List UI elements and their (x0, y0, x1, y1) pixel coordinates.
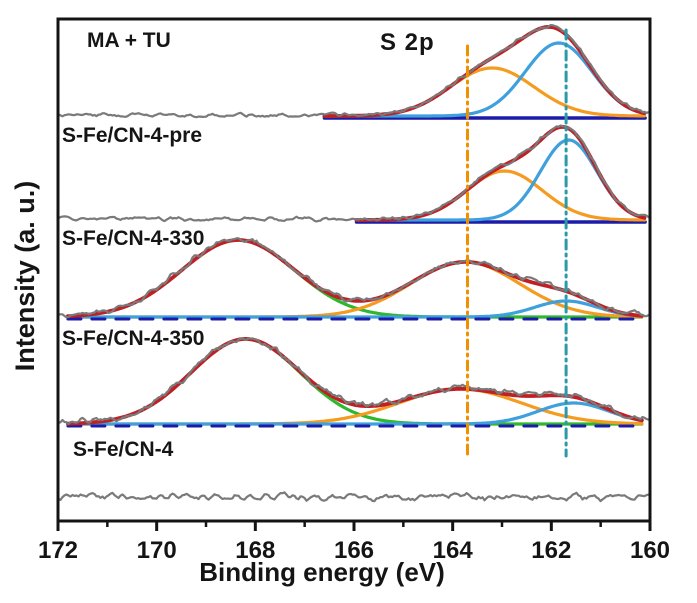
series-label-s-fe-cn-4: S-Fe/CN-4 (73, 438, 174, 461)
x-tick-label: 172 (38, 537, 78, 564)
plot-title: S 2p (380, 29, 435, 56)
y-axis-label: Intensity (a. u.) (10, 180, 41, 372)
raw-spectrum-line (57, 24, 650, 119)
x-tick-label: 170 (137, 537, 177, 564)
series-label-ma-tu: MA + TU (87, 29, 171, 52)
x-tick-label: 168 (235, 537, 275, 564)
x-tick-label: 162 (531, 537, 571, 564)
component-peak-line (66, 401, 644, 426)
raw-spectrum-line (57, 124, 650, 223)
raw-spectrum-line (57, 491, 650, 503)
series-label-s-fe-cn-4-pre: S-Fe/CN-4-pre (62, 124, 203, 147)
plot-background (58, 19, 650, 521)
series-label-s-fe-cn-4-350: S-Fe/CN-4-350 (62, 327, 205, 350)
raw-spectrum-line (57, 337, 650, 426)
x-tick-label: 164 (433, 537, 474, 564)
fit-envelope-line (66, 238, 644, 319)
fit-envelope-line (66, 337, 644, 426)
series-label-s-fe-cn-4-330: S-Fe/CN-4-330 (62, 227, 205, 250)
x-axis-label: Binding energy (eV) (199, 557, 445, 587)
x-tick-label: 166 (334, 537, 374, 564)
raw-spectrum-line (57, 237, 650, 319)
component-peak-line (66, 299, 644, 319)
x-tick-label: 160 (630, 537, 670, 564)
